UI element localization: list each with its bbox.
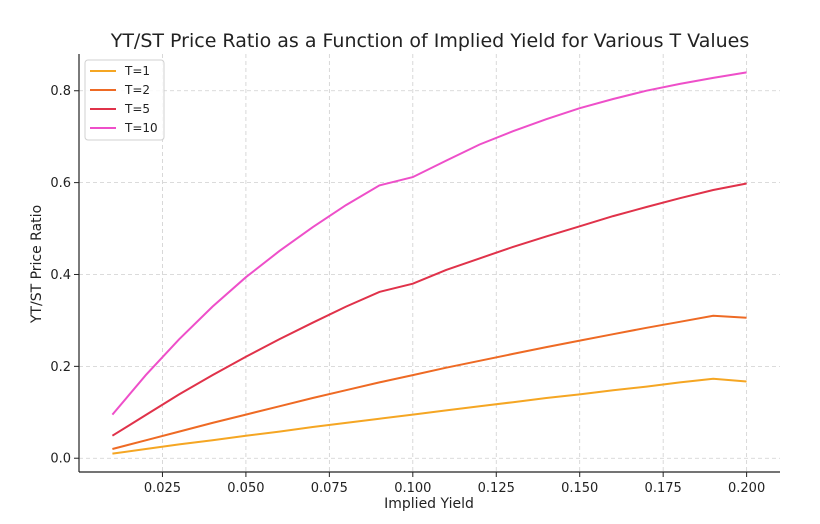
x-tick-label: 0.175 xyxy=(645,481,682,496)
x-tick-label: 0.075 xyxy=(311,481,348,496)
y-tick-label: 0.4 xyxy=(50,268,71,283)
plot-area xyxy=(111,71,747,455)
x-tick-label: 0.050 xyxy=(227,481,264,496)
axes: 0.025 0.050 0.075 0.100 0.125 0.150 0.175 0.200… xyxy=(50,54,780,496)
y-tick-label: 0.6 xyxy=(50,176,71,191)
y-tick-label: 0.2 xyxy=(50,360,71,375)
legend-label: T=1 xyxy=(124,64,150,78)
y-tick-label: 0.8 xyxy=(50,84,71,99)
legend-label: T=2 xyxy=(124,83,150,97)
x-tick-label: 0.100 xyxy=(394,481,431,496)
x-tick-label: 0.025 xyxy=(144,481,181,496)
legend-box xyxy=(84,59,165,141)
x-tick-label: 0.125 xyxy=(478,481,515,496)
legend-label: T=5 xyxy=(124,102,150,116)
series-line-t-2 xyxy=(112,314,747,450)
legend: T=1 T=2 T=5 T=10 xyxy=(84,59,165,141)
y-tick-label: 0.0 xyxy=(50,452,71,467)
legend-label: T=10 xyxy=(124,121,158,135)
x-axis-label: Implied Yield xyxy=(384,496,474,512)
series-line-t-5 xyxy=(111,182,747,437)
x-tick-label: 0.150 xyxy=(561,481,598,496)
chart-title: YT/ST Price Ratio as a Function of Impli… xyxy=(110,30,750,52)
grid xyxy=(79,54,780,472)
x-tick-label: 0.200 xyxy=(728,481,765,496)
y-axis-label: YT/ST Price Ratio xyxy=(29,205,45,324)
series-line-t-10 xyxy=(111,71,747,416)
series-line-t-1 xyxy=(112,377,747,455)
